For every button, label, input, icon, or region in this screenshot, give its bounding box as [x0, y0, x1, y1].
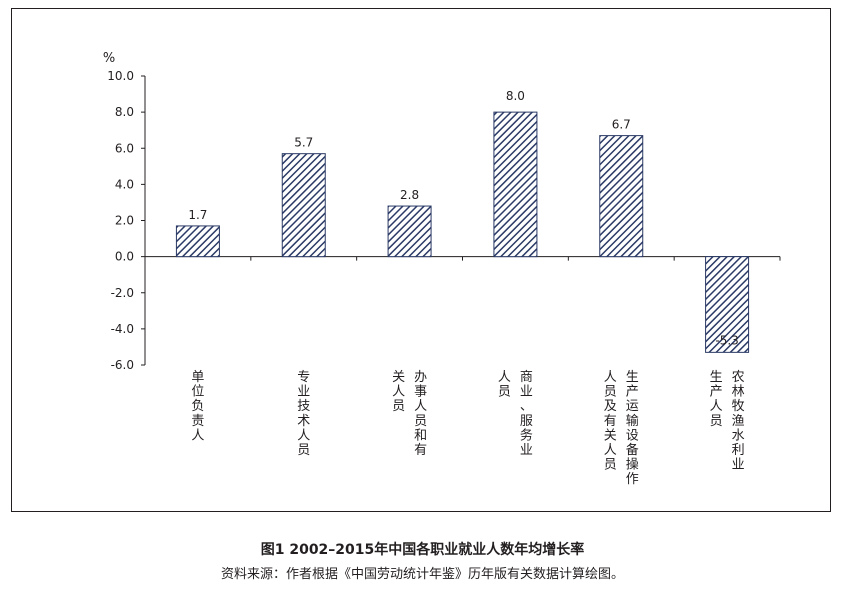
bar-value-label: 6.7 — [612, 118, 631, 132]
category-label: 专业技术人员 — [297, 370, 310, 458]
y-tick-label: -6.0 — [111, 358, 134, 372]
y-tick-label: 8.0 — [115, 105, 134, 119]
y-tick-label: 10.0 — [107, 69, 134, 83]
bar-chart: % 10.0 8.0 6.0 4.0 2.0 0.0 -2.0 -4.0 -6.0 1.7 5.7… — [103, 51, 781, 487]
bar — [493, 111, 538, 258]
category-label: 生产运输设备操作 — [626, 370, 639, 487]
bar — [599, 135, 644, 258]
category-label: 农林牧渔水利业 — [732, 370, 745, 473]
y-axis-unit: % — [103, 51, 115, 66]
chart-frame: % 10.0 8.0 6.0 4.0 2.0 0.0 -2.0 -4.0 -6.0 1.7 5.7… — [11, 8, 831, 512]
y-tick-label: 4.0 — [115, 177, 134, 191]
category-label: 人员 — [498, 370, 511, 400]
category-label: 生产人员 — [710, 370, 723, 429]
bar-value-label: -5.3 — [715, 333, 738, 347]
y-tick-label: 6.0 — [115, 141, 134, 155]
source-note: 资料来源：作者根据《中国劳动统计年鉴》历年版有关数据计算绘图。 — [220, 567, 624, 582]
bar-value-label: 5.7 — [294, 136, 313, 150]
bar — [387, 205, 432, 258]
bar-value-label: 2.8 — [400, 188, 419, 202]
category-label: 商业、服务业 — [520, 370, 533, 458]
y-tick-label: -4.0 — [111, 322, 134, 336]
y-tick-label: 2.0 — [115, 214, 134, 228]
category-label: 人员及有关人员 — [604, 370, 617, 473]
bar — [281, 153, 326, 258]
figure-caption: 图1 2002–2015年中国各职业就业人数年均增长率 — [260, 542, 585, 558]
y-tick-label: -2.0 — [111, 286, 134, 300]
category-label: 关人员 — [392, 370, 405, 414]
bar-value-label: 8.0 — [506, 89, 525, 103]
bar — [705, 256, 750, 353]
bar — [175, 225, 220, 258]
category-label: 办事人员和有 — [414, 370, 427, 458]
y-tick-label: 0.0 — [115, 250, 134, 264]
category-label: 单位负责人 — [191, 370, 204, 443]
bar-value-label: 1.7 — [188, 208, 207, 222]
